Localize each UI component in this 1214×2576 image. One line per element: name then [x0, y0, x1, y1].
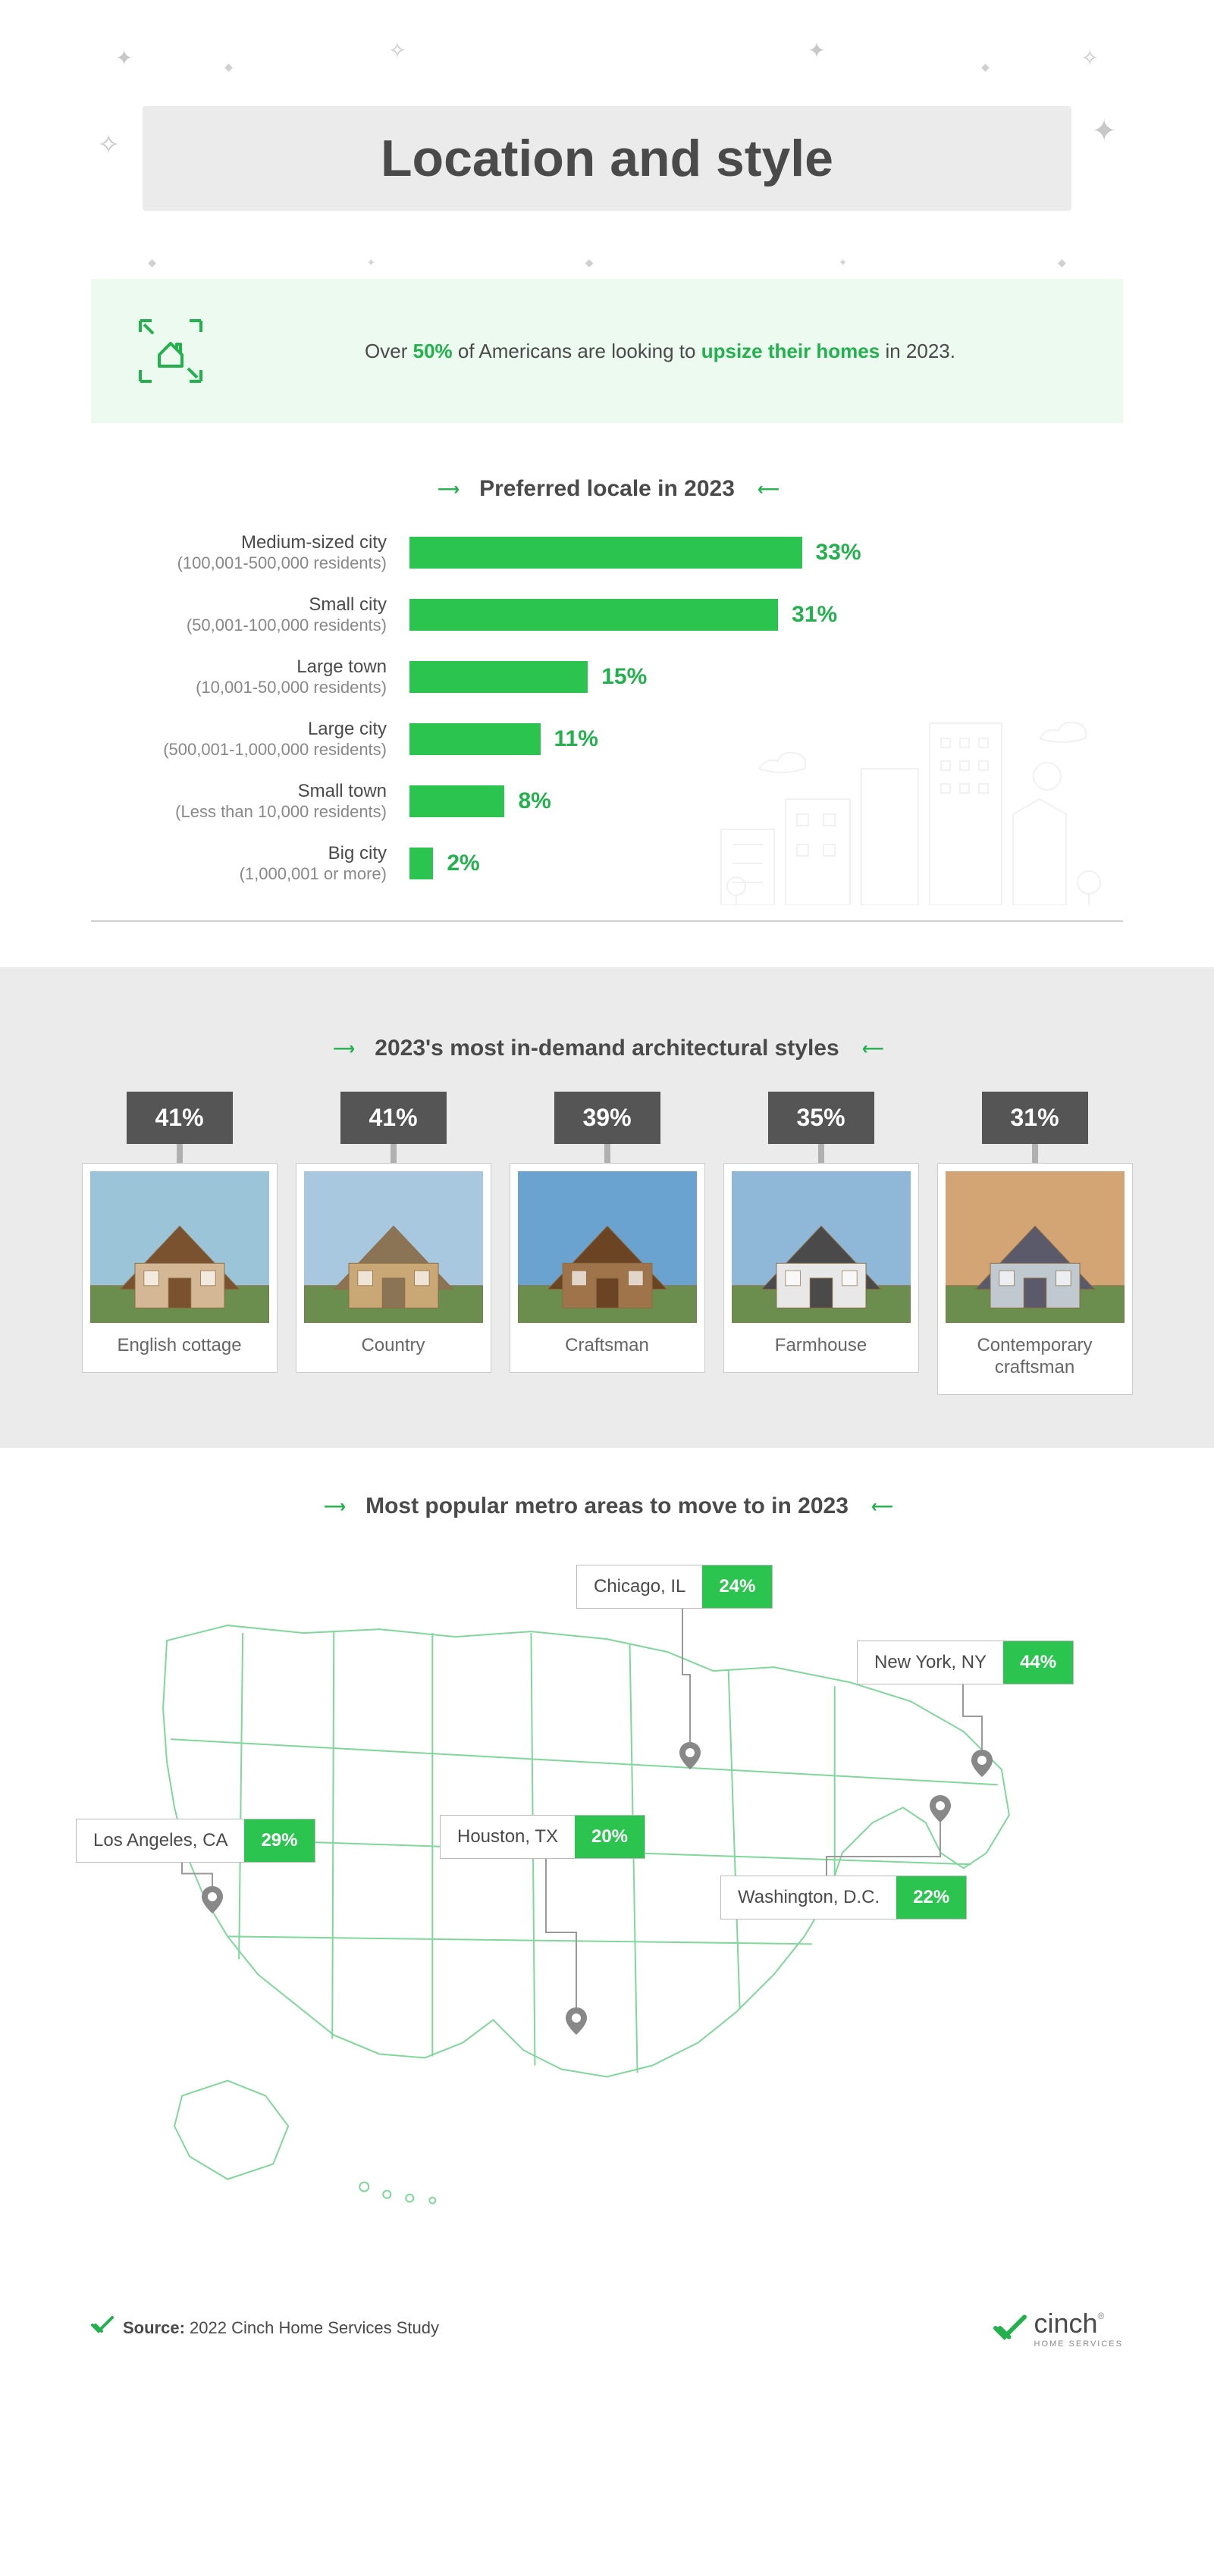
footer: Source: 2022 Cinch Home Services Study c…: [61, 2292, 1153, 2364]
bar-label: Small town (Less than 10,000 residents): [91, 781, 409, 822]
style-card: 31% Contemporary craftsman: [937, 1092, 1133, 1395]
bar-row: Small city (50,001-100,000 residents) 31…: [91, 594, 1123, 635]
style-name: Country: [304, 1335, 483, 1357]
arrow-right-icon: —›: [325, 1496, 343, 1517]
upsize-house-icon: [136, 317, 205, 385]
map-pin-icon: [566, 2007, 587, 2039]
map-pin-icon: [930, 1795, 951, 1826]
style-image: [518, 1171, 697, 1323]
map-callout-pct: 24%: [702, 1565, 772, 1608]
map-callout: Los Angeles, CA29%: [76, 1819, 315, 1863]
bar-fill: [409, 848, 433, 879]
cinch-logo-icon: [993, 2311, 1027, 2345]
style-card: 41% English cottage: [82, 1092, 278, 1395]
cinch-logo: cinch® HOME SERVICES: [993, 2308, 1124, 2349]
map-callout-city: Washington, D.C.: [721, 1876, 896, 1919]
map-callout-pct: 22%: [896, 1876, 966, 1919]
style-pct: 41%: [127, 1092, 233, 1144]
style-card: 41% Country: [296, 1092, 491, 1395]
style-pct-stem: [604, 1144, 610, 1163]
style-image-frame: English cottage: [82, 1163, 278, 1373]
map-callout-pct: 44%: [1003, 1641, 1073, 1684]
bar-track: 31%: [409, 599, 1123, 631]
bar-fill: [409, 785, 504, 817]
map-callout: Chicago, IL24%: [576, 1565, 773, 1609]
style-pct: 35%: [768, 1092, 874, 1144]
style-image: [90, 1171, 269, 1323]
arrow-right-icon: —›: [438, 478, 456, 500]
checkmark-icon: [91, 2314, 114, 2342]
bar-value: 2%: [447, 851, 479, 876]
page-title: Location and style: [218, 129, 996, 188]
bar-fill: [409, 723, 541, 755]
style-image-frame: Contemporary craftsman: [937, 1163, 1133, 1395]
style-card: 35% Farmhouse: [723, 1092, 919, 1395]
style-pct-stem: [1032, 1144, 1038, 1163]
map-callout-city: Chicago, IL: [577, 1565, 702, 1608]
style-pct-stem: [391, 1144, 397, 1163]
bar-row: Large town (10,001-50,000 residents) 15%: [91, 657, 1123, 697]
bar-track: 33%: [409, 537, 1123, 569]
style-pct: 41%: [340, 1092, 447, 1144]
arrow-left-icon: ‹—: [758, 478, 776, 500]
metros-heading: —› Most popular metro areas to move to i…: [91, 1493, 1123, 1519]
map-callout: New York, NY44%: [857, 1641, 1074, 1684]
callout-text: Over 50% of Americans are looking to ups…: [243, 340, 1078, 363]
map-callout-city: Houston, TX: [441, 1816, 575, 1858]
style-image-frame: Craftsman: [510, 1163, 705, 1373]
locale-bar-chart: Medium-sized city (100,001-500,000 resid…: [91, 532, 1123, 922]
map-pin-icon: [679, 1742, 701, 1773]
bar-value: 15%: [601, 664, 647, 690]
upsize-callout: Over 50% of Americans are looking to ups…: [91, 279, 1123, 423]
style-pct-stem: [177, 1144, 183, 1163]
style-image: [304, 1171, 483, 1323]
bar-value: 33%: [816, 540, 861, 566]
style-name: Contemporary craftsman: [946, 1335, 1125, 1379]
bar-fill: [409, 537, 802, 569]
bar-label: Small city (50,001-100,000 residents): [91, 594, 409, 635]
bar-label: Big city (1,000,001 or more): [91, 843, 409, 884]
style-card: 39% Craftsman: [510, 1092, 705, 1395]
bar-label: Large city (500,001-1,000,000 residents): [91, 719, 409, 760]
arrow-left-icon: ‹—: [871, 1496, 889, 1517]
styles-heading: —› 2023's most in-demand architectural s…: [61, 1036, 1153, 1061]
bar-label: Large town (10,001-50,000 residents): [91, 657, 409, 697]
style-pct: 39%: [554, 1092, 660, 1144]
style-pct-stem: [818, 1144, 824, 1163]
style-name: Craftsman: [518, 1335, 697, 1357]
map-pin-icon: [971, 1750, 993, 1781]
arrow-right-icon: —›: [334, 1038, 352, 1059]
bar-label: Medium-sized city (100,001-500,000 resid…: [91, 532, 409, 573]
arrow-left-icon: ‹—: [862, 1038, 880, 1059]
map-callout-pct: 29%: [244, 1819, 314, 1862]
style-image-frame: Farmhouse: [723, 1163, 919, 1373]
locale-heading: —› Preferred locale in 2023 ‹—: [61, 476, 1153, 502]
bar-value: 11%: [554, 726, 598, 752]
style-name: English cottage: [90, 1335, 269, 1357]
map-section: —› Most popular metro areas to move to i…: [91, 1493, 1123, 2232]
footer-source: Source: 2022 Cinch Home Services Study: [91, 2314, 439, 2342]
bar-value: 31%: [792, 602, 837, 628]
styles-section: —› 2023's most in-demand architectural s…: [0, 967, 1214, 1448]
cityscape-icon: [714, 693, 1108, 905]
map-callout-city: Los Angeles, CA: [77, 1819, 244, 1862]
bar-track: 15%: [409, 661, 1123, 693]
style-pct: 31%: [982, 1092, 1088, 1144]
page-title-banner: Location and style ✦ ✧: [143, 106, 1071, 211]
bar-fill: [409, 599, 778, 631]
bar-value: 8%: [518, 788, 551, 814]
style-image: [946, 1171, 1125, 1323]
style-image-frame: Country: [296, 1163, 491, 1373]
style-image: [732, 1171, 911, 1323]
bar-row: Medium-sized city (100,001-500,000 resid…: [91, 532, 1123, 573]
bar-fill: [409, 661, 588, 693]
map-callout: Washington, D.C.22%: [720, 1876, 967, 1919]
map-callout-pct: 20%: [575, 1816, 645, 1858]
map-pin-icon: [202, 1886, 223, 1917]
map-callout-city: New York, NY: [858, 1641, 1003, 1684]
map-callout: Houston, TX20%: [440, 1815, 645, 1859]
style-name: Farmhouse: [732, 1335, 911, 1357]
